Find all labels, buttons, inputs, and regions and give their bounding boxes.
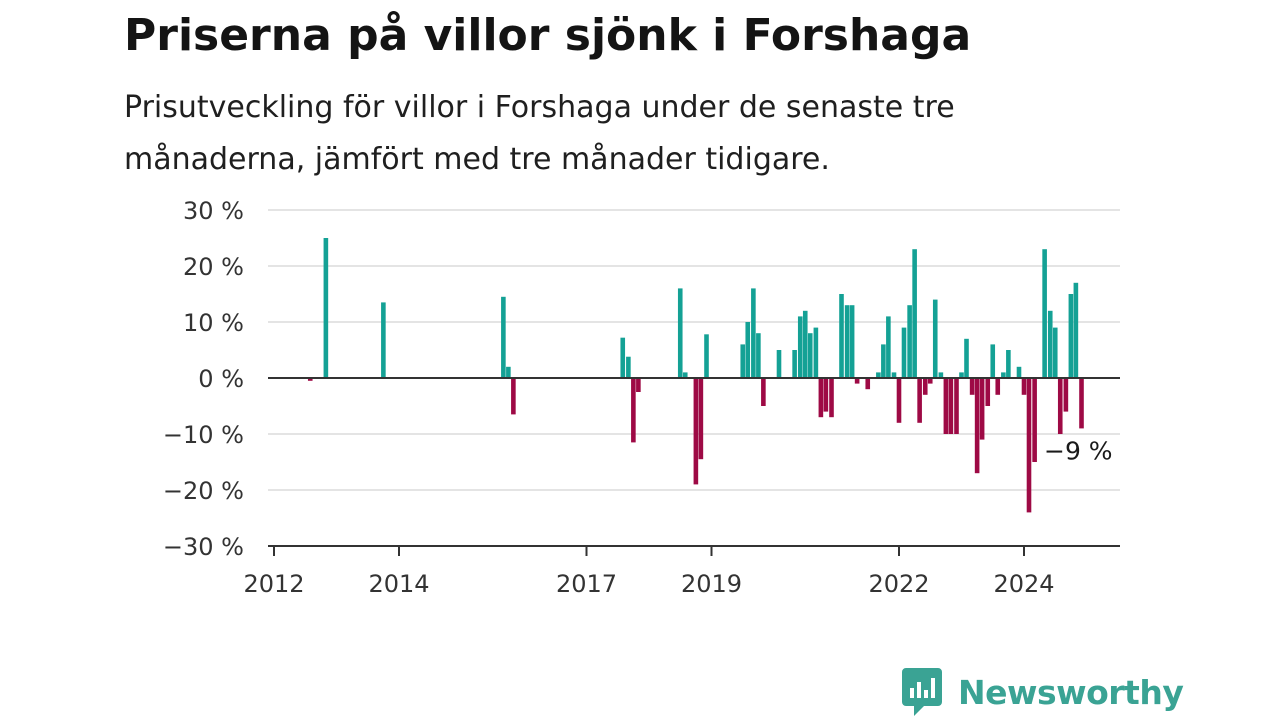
bar [704, 334, 709, 378]
x-tick-label: 2012 [243, 570, 304, 598]
bar [792, 350, 797, 378]
bar [912, 249, 917, 378]
bar [1073, 282, 1079, 378]
bar [844, 305, 850, 378]
x-tick-label: 2014 [368, 570, 429, 598]
bar [1079, 378, 1084, 429]
bar [922, 378, 928, 395]
bar [932, 299, 938, 378]
y-tick-label: −10 % [163, 421, 244, 449]
bar [740, 344, 746, 378]
bar [682, 372, 688, 378]
bar [626, 356, 631, 378]
bar [1006, 350, 1011, 378]
bar [969, 378, 975, 395]
bar [506, 366, 511, 378]
bar [839, 294, 844, 378]
newsworthy-logo-icon [902, 668, 942, 716]
bar [677, 288, 683, 378]
bar [979, 378, 985, 440]
bar [797, 316, 803, 378]
bar [1052, 327, 1058, 378]
bar [876, 372, 881, 378]
bar [323, 238, 329, 378]
chart-subtitle: Prisutveckling för villor i Forshaga und… [124, 90, 955, 177]
bar-chart: 30 % 20 % 10 % 0 % −10 % −20 % −30 % 2012 2014 20… [163, 197, 1120, 598]
x-tick-label: 2022 [868, 570, 929, 598]
bar [995, 378, 1001, 395]
bar [881, 344, 886, 378]
y-tick-label: −30 % [163, 533, 244, 561]
bar [1068, 294, 1074, 378]
bar [631, 378, 636, 443]
bar [761, 378, 766, 406]
y-tick-label: 10 % [183, 309, 244, 337]
bar [511, 378, 516, 415]
x-tick-label: 2019 [681, 570, 742, 598]
brand-name: Newsworthy [958, 672, 1184, 712]
bar [776, 350, 782, 378]
bar [1047, 310, 1053, 378]
bar [1032, 378, 1037, 462]
bar [1026, 378, 1032, 513]
bar [1021, 378, 1027, 395]
bar [1042, 249, 1047, 378]
bar [943, 378, 949, 434]
bar [896, 378, 902, 423]
bar [636, 378, 641, 392]
y-tick-label: −20 % [163, 477, 244, 505]
bar [901, 327, 907, 378]
bar [381, 302, 386, 378]
last-value-annotation: −9 % [1044, 436, 1113, 465]
bar [829, 378, 834, 418]
bar [954, 378, 959, 434]
bar [974, 378, 980, 474]
bar [751, 288, 756, 378]
bar [1001, 372, 1006, 378]
bar [698, 378, 704, 460]
bar [756, 333, 761, 378]
bar [1057, 378, 1063, 434]
brand: Newsworthy [902, 668, 1184, 716]
y-tick-label: 0 % [198, 365, 244, 393]
bar [886, 316, 891, 378]
y-tick-label: 30 % [183, 197, 244, 225]
bar [985, 378, 991, 406]
bar [938, 372, 944, 378]
bar [745, 322, 751, 378]
bar [802, 310, 808, 378]
chart-title: Priserna på villor sjönk i Forshaga [124, 10, 972, 61]
bar [1016, 366, 1022, 378]
bar [865, 378, 871, 390]
bar [818, 378, 824, 418]
bar [948, 378, 954, 434]
bar [907, 305, 912, 378]
bar [849, 305, 855, 378]
bar [693, 378, 699, 485]
bar [501, 296, 506, 378]
bar [990, 344, 996, 378]
bar [620, 337, 626, 378]
bar [823, 378, 829, 412]
bar [1063, 378, 1069, 412]
bar [813, 327, 819, 378]
x-tick-label: 2017 [556, 570, 617, 598]
bar [964, 338, 969, 378]
bar [959, 372, 964, 378]
bar [854, 378, 860, 384]
bar [927, 378, 933, 384]
y-tick-label: 20 % [183, 253, 244, 281]
bar [307, 378, 313, 381]
x-tick-label: 2024 [993, 570, 1054, 598]
bar [807, 333, 813, 378]
bar [891, 372, 897, 378]
bar [917, 378, 922, 423]
